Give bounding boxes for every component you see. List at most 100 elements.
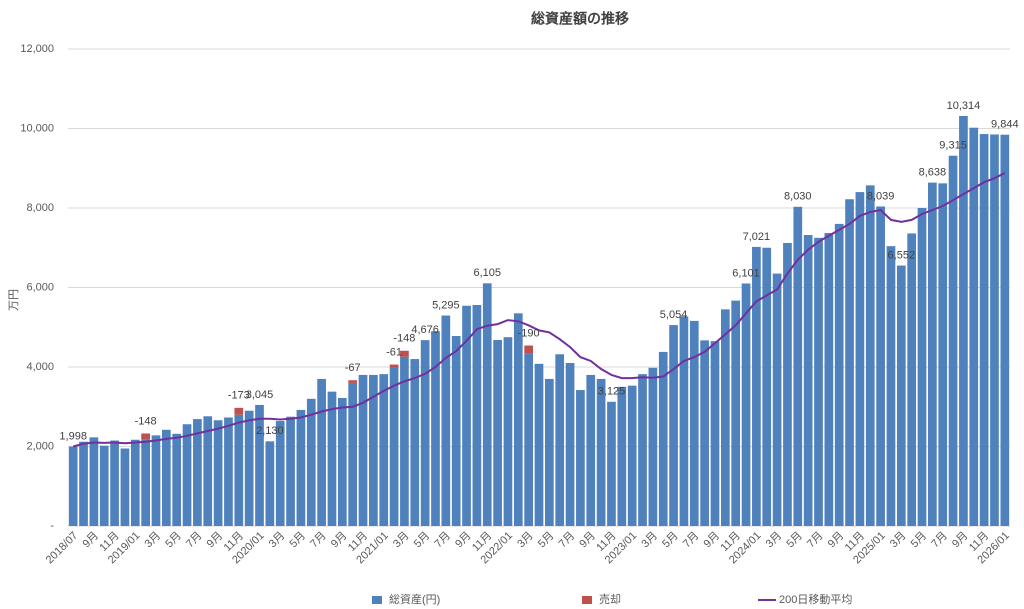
x-tick-label: 7月 [184,530,205,551]
bar [141,439,150,526]
bar [482,283,492,526]
bar [555,354,565,526]
x-tick-label: 3月 [639,530,660,551]
bar [1000,134,1010,527]
x-tick-label: 5月 [412,530,433,551]
sell-segment [389,364,399,367]
bar [917,208,927,526]
bar [400,356,409,526]
x-tick-label: 3月 [888,530,909,551]
bar [886,246,896,526]
bar [855,192,865,526]
x-tick-label: 5月 [784,530,805,551]
data-label: -67 [345,362,361,374]
bar [68,446,78,526]
x-tick-label: 5月 [287,530,308,551]
bar [110,440,119,526]
bar [534,363,544,526]
bar [462,305,471,526]
bar [762,247,772,526]
bar [79,441,88,526]
y-tick-label: 10,000 [20,122,54,134]
bar [410,359,420,526]
legend-label: 200日移動平均 [779,592,852,606]
bar [669,325,678,526]
bar [431,331,440,526]
bar [545,378,554,526]
bar [907,233,917,526]
bar [772,273,782,526]
data-label: 8,030 [784,191,812,203]
x-tick-label: 5月 [909,530,930,551]
bar [596,378,606,526]
bar [617,386,627,526]
bar [793,206,803,526]
x-tick-label: 7月 [308,530,329,551]
sell-segment [524,345,533,354]
y-tick-label: 6,000 [26,281,54,293]
bar [576,390,585,526]
x-tick-label: 3月 [764,530,785,551]
bar [876,206,885,526]
bar [824,233,834,527]
y-tick-label: - [50,520,54,532]
data-label: 6,552 [888,249,916,261]
x-tick-label: 3月 [143,530,164,551]
bar [928,182,937,526]
bar [720,309,730,526]
data-label: 4,676 [411,324,439,336]
x-tick-label: 3月 [267,530,288,551]
x-tick-label: 3月 [515,530,536,551]
data-label: 5,054 [660,309,688,321]
legend-label: 売却 [599,593,621,606]
bar [969,127,979,526]
bar [286,416,295,526]
bar [224,417,233,526]
bar [213,420,223,526]
chart-title: 総資産額の推移 [531,11,629,27]
bar [306,398,316,526]
bar [710,341,720,526]
data-label: 1,998 [59,430,87,442]
bar [441,315,451,526]
data-label: 6,105 [473,267,501,279]
bar [938,183,948,527]
bar [658,351,668,526]
bar [627,385,637,526]
data-label: 2,130 [256,425,284,437]
bar [845,199,854,526]
bar [472,304,482,526]
bar [193,419,202,526]
bar [389,367,399,526]
x-tick-label: 7月 [929,530,950,551]
data-label: 3,045 [246,389,274,401]
data-label: 8,039 [867,190,895,202]
bar [203,416,213,526]
bar [700,340,709,526]
bar [959,116,968,527]
x-tick-label: 7月 [681,530,702,551]
data-label: 7,021 [743,231,771,243]
bar [234,414,244,526]
sell-segment [348,380,358,383]
bar [513,313,523,526]
bar [244,410,254,526]
y-tick-label: 8,000 [26,202,54,214]
data-label: 10,314 [947,100,981,112]
bar [130,439,140,526]
y-axis-label: 万円 [8,289,20,311]
bar [979,134,989,526]
legend-label: 総資産(円) [389,592,440,606]
bar [317,378,326,526]
sell-segment [400,350,409,357]
bar [783,242,792,527]
data-label: 6,101 [732,267,760,279]
y-tick-label: 4,000 [26,361,54,373]
data-label: -148 [135,415,157,427]
data-label: 9,844 [991,119,1019,131]
y-tick-label: 2,000 [26,440,54,452]
data-label: 9,315 [939,140,967,152]
data-label: 3,125 [598,386,626,398]
data-label: -190 [518,327,540,339]
bar [586,374,596,526]
